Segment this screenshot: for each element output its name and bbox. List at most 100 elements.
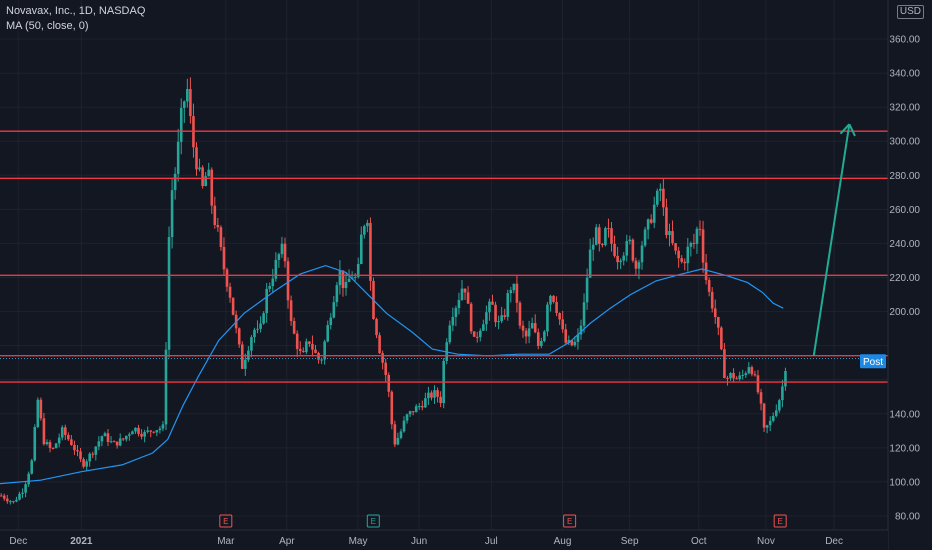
- candle-body: [326, 325, 330, 342]
- candle-body: [448, 325, 452, 343]
- candle-body: [475, 336, 479, 338]
- price-tick-label: 80.00: [895, 512, 920, 523]
- candle-body: [335, 285, 339, 303]
- earnings-event-box: [773, 514, 787, 528]
- candle-body: [67, 434, 70, 440]
- candle-body: [784, 371, 787, 387]
- candle-body: [152, 431, 156, 433]
- candle-body: [512, 283, 516, 291]
- currency-badge[interactable]: USD: [896, 5, 924, 19]
- candle-body: [668, 231, 671, 236]
- candle-body: [567, 340, 571, 343]
- candle-body: [39, 399, 43, 419]
- candle-body: [482, 324, 485, 331]
- earnings-event-marker[interactable]: E: [366, 514, 380, 528]
- candle-body: [662, 188, 665, 208]
- candle-body: [103, 433, 107, 437]
- candle-body: [649, 219, 653, 223]
- price-tick-label: 340.00: [889, 69, 920, 80]
- indicator-title[interactable]: MA (50, close, 0): [6, 20, 89, 32]
- candle-body: [485, 312, 488, 325]
- candle-body: [756, 375, 760, 393]
- candle-body: [759, 392, 763, 404]
- candle-body: [677, 250, 680, 259]
- arrow-head: [848, 123, 856, 137]
- price-tick-label: 200.00: [889, 307, 920, 318]
- candle-body: [585, 277, 589, 303]
- candle-body: [271, 278, 275, 287]
- candle-body: [753, 374, 757, 376]
- candle-body: [207, 169, 211, 177]
- candle-body: [729, 372, 732, 379]
- candle-body: [421, 406, 424, 408]
- candle-body: [228, 286, 232, 298]
- time-tick-label: Jun: [411, 536, 427, 547]
- candle-body: [527, 328, 531, 337]
- time-tick-label: May: [349, 536, 368, 547]
- candle-body: [121, 438, 125, 440]
- candle-body: [6, 498, 9, 502]
- candle-body: [140, 433, 143, 437]
- candle-body: [33, 427, 37, 461]
- candle-body: [21, 492, 24, 494]
- candle-body: [463, 288, 467, 293]
- earnings-event-marker[interactable]: E: [219, 514, 233, 528]
- price-tick-label: 140.00: [889, 409, 920, 420]
- candle-body: [430, 392, 433, 398]
- earnings-event-box: [366, 514, 380, 528]
- candle-body: [125, 435, 128, 440]
- candle-body: [280, 243, 284, 255]
- candle-body: [112, 441, 116, 443]
- candle-body: [549, 295, 552, 305]
- candle-body: [338, 270, 342, 286]
- candle-body: [292, 320, 296, 334]
- candle-body: [607, 228, 610, 230]
- candle-body: [427, 392, 430, 399]
- candle-body: [524, 330, 528, 337]
- candle-body: [469, 303, 473, 332]
- price-axis[interactable]: 80.00 100.00 120.00 140.00 200.00 220.00 240.0…: [887, 0, 932, 550]
- candle-body: [533, 323, 537, 333]
- time-axis[interactable]: Dec 2021 Mar Apr May Jun Jul Aug Sep Oct Nov Dec: [0, 529, 888, 550]
- chart-legend: Novavax, Inc., 1D, NASDAQ MA (50, close,…: [6, 4, 145, 34]
- candle-body: [2, 495, 6, 499]
- candle-body: [118, 438, 122, 446]
- candle-body: [85, 461, 88, 467]
- candle-body: [424, 398, 427, 408]
- candle-body: [665, 207, 668, 236]
- candle-body: [320, 359, 323, 361]
- candle-body: [643, 229, 647, 246]
- candle-body: [717, 317, 720, 328]
- candle-body: [747, 367, 751, 374]
- candle-body: [176, 141, 180, 174]
- candle-body: [674, 243, 677, 251]
- candle-body: [555, 301, 558, 314]
- candle-body: [115, 441, 119, 446]
- earnings-event-marker[interactable]: E: [563, 514, 577, 528]
- projection-arrow[interactable]: [812, 123, 856, 357]
- candle-body: [237, 328, 241, 345]
- candle-body: [457, 299, 461, 309]
- candle-body: [689, 242, 693, 247]
- candle-body: [128, 434, 131, 436]
- candle-body: [286, 261, 290, 301]
- candle-body: [161, 424, 165, 429]
- earnings-event-marker[interactable]: E: [773, 514, 787, 528]
- candle-body: [781, 386, 784, 401]
- candle-body: [704, 262, 708, 281]
- time-tick-label: Sep: [621, 536, 639, 547]
- candle-body: [158, 428, 162, 431]
- arrow-head: [839, 123, 851, 135]
- candle-body: [680, 258, 683, 262]
- candle-body: [210, 169, 214, 206]
- candle-body: [530, 323, 534, 329]
- candle-body: [164, 349, 168, 425]
- candle-body: [216, 224, 220, 228]
- candle-body: [402, 420, 406, 432]
- candle-body: [631, 239, 635, 261]
- candle-body: [189, 89, 192, 117]
- candle-body: [244, 359, 247, 369]
- symbol-title[interactable]: Novavax, Inc., 1D, NASDAQ: [6, 5, 146, 17]
